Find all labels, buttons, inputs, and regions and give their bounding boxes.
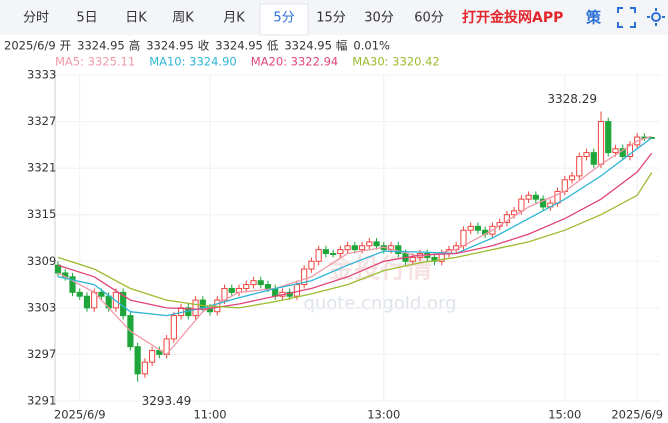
info-item: 幅 [336,39,348,53]
candle-body [590,152,597,165]
legend-entry: MA5: 3325.11 [55,55,135,69]
max-annotation: 3328.29 [547,92,597,106]
candle-body [518,198,525,212]
ma-line [57,137,653,317]
candle-body [409,256,416,262]
tab[interactable]: 5分 [273,11,294,26]
candle-body [293,284,301,297]
candle-body [301,268,308,286]
candle-body [460,229,467,247]
watermark: quote.cngold.org [303,293,456,314]
candle-body [250,280,257,286]
tab[interactable]: 5日 [76,11,97,26]
info-item: 开 [60,39,72,53]
candle-body [149,350,156,363]
candle-body [337,249,344,255]
candle-body [576,156,583,177]
candle-body [330,253,337,256]
candle-body [358,245,366,251]
tab[interactable]: 日K [125,11,147,26]
x-tick-label: 2025/6/9 [611,408,663,422]
strategy-button[interactable]: 策 [585,9,602,27]
x-tick-label: 15:00 [548,408,581,422]
candle-body [156,350,163,355]
info-item: 3324.95 [146,39,194,53]
fullscreen-icon[interactable] [617,7,636,28]
candle-body [98,291,105,297]
info-item: 3324.95 [215,39,263,53]
x-tick-label: 11:00 [193,408,226,422]
candle-body [583,152,590,158]
tab[interactable]: 30分 [364,11,394,26]
tab[interactable]: 分时 [23,11,49,26]
candle-body [228,287,235,293]
info-item: 高 [129,39,141,53]
legend-entry: MA10: 3324.90 [149,55,237,69]
app-link[interactable]: 打开金投网APP [462,9,563,26]
y-tick-label: 3327 [27,114,56,128]
candle-body [76,291,83,297]
info-item: 0.01% [353,39,390,53]
candle-body [264,284,272,289]
candle-body [605,121,612,154]
candle-body [626,144,634,158]
candle-body [322,249,329,255]
y-tick-label: 3309 [27,254,56,268]
candle-body [134,346,141,375]
candle-body [315,249,322,262]
y-tick-label: 3291 [27,394,56,408]
x-tick-label: 13:00 [367,408,400,422]
tab[interactable]: 15分 [316,11,346,26]
candle-body [612,148,619,154]
y-tick-label: 3297 [27,347,56,361]
info-item: 收 [198,39,210,53]
candle-body [532,194,539,200]
candle-body [395,245,402,255]
candle-body [308,260,315,270]
settings-icon[interactable] [647,8,665,26]
legend-entry: MA30: 3320.42 [352,55,440,69]
x-tick-label: 2025/6/9 [54,408,106,422]
candle-body [351,245,358,251]
info-item: 3324.95 [284,39,332,53]
candle-body [192,299,199,317]
candle-body [83,295,91,309]
candle-body [568,175,576,181]
candle-body [373,241,380,247]
tab-bar [0,0,668,35]
ma-line [57,152,653,311]
legend-entry: MA20: 3322.94 [251,55,339,69]
y-tick-label: 3321 [27,161,56,175]
candle-body [539,198,547,208]
y-tick-label: 3303 [27,300,56,314]
tab[interactable]: 月K [223,11,245,26]
candle-body [170,315,177,340]
info-item: 低 [267,39,279,53]
watermark: 金投行情 [327,254,432,285]
candle-body [474,225,482,231]
candle-body [511,210,518,216]
y-tick-label: 3315 [27,207,56,221]
candle-body [525,194,532,200]
candle-body [243,284,250,289]
ma-line [57,135,652,356]
candle-body [344,245,351,251]
candle-body [366,241,373,247]
candle-body [597,121,605,165]
tab[interactable]: 周K [172,11,194,26]
tab[interactable]: 60分 [414,11,444,26]
candle-body [141,361,148,375]
candle-body [257,280,264,286]
y-tick-label: 3333 [27,68,56,82]
info-item: 3324.95 [77,39,125,53]
candle-body [199,299,206,309]
candle-body [69,276,76,293]
info-item: 2025/6/9 [4,39,56,53]
active-tab [259,3,309,36]
ma-line [57,172,653,309]
candle-body [467,225,474,231]
min-annotation: 3293.49 [142,394,192,408]
